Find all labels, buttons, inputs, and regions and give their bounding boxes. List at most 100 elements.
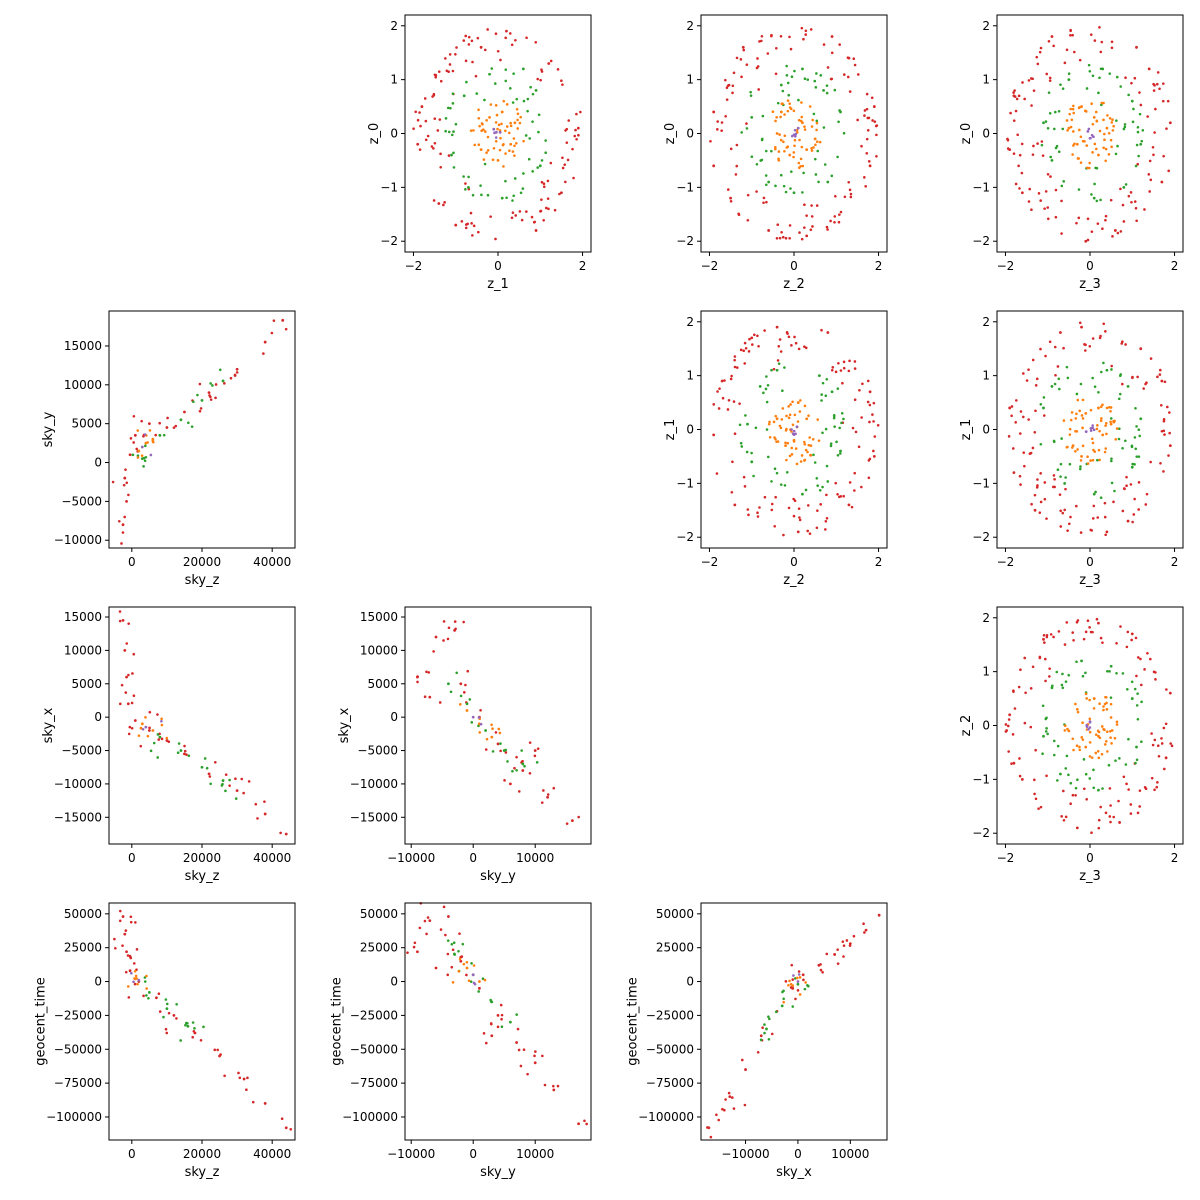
data-point <box>840 421 843 425</box>
data-point <box>1134 761 1137 765</box>
data-point <box>789 187 792 190</box>
y-tick-label: 5000 <box>71 417 102 431</box>
data-point <box>815 204 819 207</box>
data-point <box>503 779 506 782</box>
data-point <box>1006 147 1010 150</box>
data-point <box>822 126 826 129</box>
y-tick-label: −75000 <box>646 1076 694 1090</box>
data-point <box>787 405 790 408</box>
data-point <box>781 990 784 994</box>
data-point <box>729 377 733 381</box>
data-point <box>778 133 781 136</box>
data-point <box>535 761 539 764</box>
data-point <box>1108 787 1112 790</box>
y-tick-label: −2 <box>972 530 990 544</box>
data-point <box>481 977 485 981</box>
data-point <box>776 359 780 362</box>
data-point <box>1123 125 1127 129</box>
data-point <box>1109 409 1112 413</box>
data-point <box>228 784 231 787</box>
data-point <box>712 403 716 406</box>
data-point <box>767 229 771 232</box>
data-point <box>821 431 824 435</box>
data-point <box>470 962 473 965</box>
data-point <box>1075 392 1079 396</box>
data-point <box>806 78 810 81</box>
data-point <box>1084 430 1088 434</box>
data-point <box>804 488 808 492</box>
data-point <box>715 472 719 475</box>
data-point <box>450 965 454 969</box>
data-point <box>1035 55 1039 59</box>
data-point <box>739 348 743 352</box>
data-point <box>1089 429 1093 432</box>
y-tick-label: −2 <box>676 234 694 248</box>
data-point <box>1071 737 1075 741</box>
data-point <box>498 129 502 132</box>
data-point <box>577 1122 580 1126</box>
data-point <box>848 188 852 192</box>
data-point <box>1067 729 1071 733</box>
data-point <box>1108 117 1112 120</box>
data-point <box>446 939 450 942</box>
data-point <box>1051 684 1054 688</box>
data-point <box>1102 705 1105 708</box>
data-point <box>865 151 869 155</box>
data-point <box>465 960 469 964</box>
data-point <box>496 1025 500 1029</box>
data-point <box>142 994 145 998</box>
data-point <box>770 502 774 506</box>
data-point <box>783 366 786 369</box>
data-point <box>434 966 438 970</box>
data-point <box>139 726 143 730</box>
x-tick-label: 10000 <box>516 851 554 865</box>
data-point <box>803 440 806 444</box>
y-axis-label: geocent_time <box>626 977 641 1066</box>
series-1 <box>131 368 225 468</box>
data-point <box>775 368 779 372</box>
data-point <box>795 128 799 132</box>
data-point <box>821 485 824 489</box>
data-point <box>135 977 138 980</box>
data-point <box>1075 142 1079 146</box>
data-point <box>1132 107 1135 111</box>
data-point <box>486 193 490 197</box>
data-point <box>192 1029 196 1033</box>
data-point <box>763 329 766 332</box>
data-point <box>1099 334 1102 338</box>
data-point <box>1127 194 1131 198</box>
data-point <box>452 941 456 945</box>
data-point <box>1163 767 1166 771</box>
data-point <box>492 146 496 150</box>
y-tick-label: 0 <box>982 719 990 733</box>
axes-background <box>997 15 1183 252</box>
series-2 <box>451 957 487 984</box>
data-point <box>798 976 802 979</box>
data-point <box>1032 144 1035 148</box>
data-point <box>1044 717 1048 721</box>
data-point <box>1107 763 1111 767</box>
data-point <box>567 119 571 122</box>
data-point <box>488 115 491 119</box>
data-point <box>494 104 498 107</box>
data-point <box>246 1076 249 1080</box>
data-point <box>1037 807 1040 810</box>
data-point <box>1057 630 1061 633</box>
data-point <box>1098 26 1101 29</box>
data-point <box>160 719 163 723</box>
data-point <box>1099 50 1103 54</box>
data-point <box>857 445 861 449</box>
data-point <box>1031 153 1035 156</box>
data-point <box>778 236 782 240</box>
data-point <box>1138 789 1142 792</box>
data-point <box>825 225 829 229</box>
y-tick-label: 50000 <box>360 907 398 921</box>
data-point <box>1074 417 1078 420</box>
data-point <box>1089 427 1093 430</box>
data-point <box>1092 786 1096 790</box>
data-point <box>745 127 749 130</box>
data-point <box>1039 805 1043 809</box>
data-point <box>284 1126 288 1130</box>
data-point <box>758 385 762 388</box>
data-point <box>1058 387 1061 391</box>
